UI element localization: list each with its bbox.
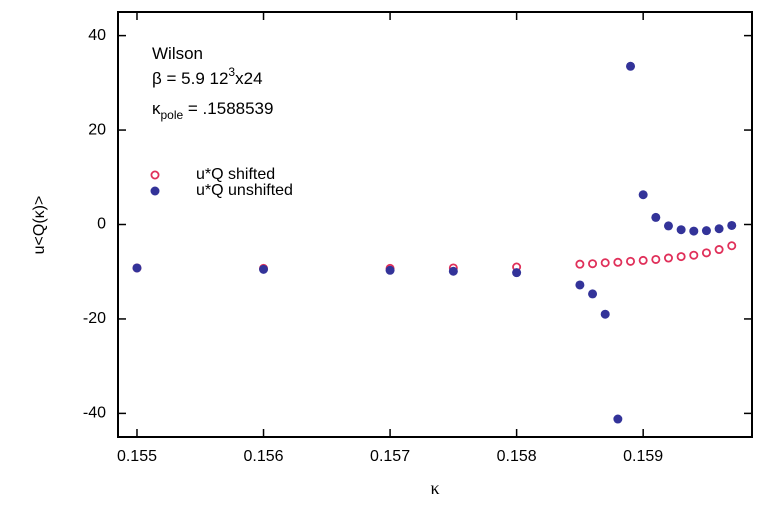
annotation: κpole = .1588539 — [152, 99, 273, 122]
x-tick-label: 0.156 — [244, 448, 284, 465]
point — [663, 221, 673, 231]
point — [613, 257, 623, 267]
y-axis-label: u<Q(κ)> — [31, 196, 48, 255]
point — [676, 225, 686, 235]
annotation-part: β = 5.9 12 — [152, 69, 228, 88]
point — [689, 250, 699, 260]
point — [259, 264, 269, 274]
point — [638, 255, 648, 265]
point — [626, 61, 636, 71]
legend-label: u*Q shifted — [196, 166, 275, 183]
annotation-part: κ — [152, 99, 161, 118]
y-tick-label: -40 — [83, 405, 106, 422]
y-tick-label: -20 — [83, 310, 106, 327]
legend-marker — [150, 186, 160, 196]
point — [689, 226, 699, 236]
point — [448, 266, 458, 276]
point — [638, 190, 648, 200]
x-tick-label: 0.155 — [117, 448, 157, 465]
x-tick-label: 0.157 — [370, 448, 410, 465]
annotation-part: 3 — [228, 65, 235, 79]
annotation: Wilson — [152, 44, 203, 63]
point — [676, 252, 686, 262]
point — [385, 265, 395, 275]
point — [727, 220, 737, 230]
point — [651, 254, 661, 264]
legend-marker — [150, 170, 160, 180]
point — [600, 258, 610, 268]
point — [727, 241, 737, 251]
point — [588, 259, 598, 269]
y-tick-label: 0 — [97, 216, 106, 233]
x-tick-label: 0.159 — [623, 448, 663, 465]
point — [714, 245, 724, 255]
point — [575, 280, 585, 290]
point — [575, 259, 585, 269]
y-tick-label: 40 — [88, 27, 106, 44]
annotation-part: Wilson — [152, 44, 203, 63]
point — [613, 414, 623, 424]
point — [512, 268, 522, 278]
point — [132, 263, 142, 273]
point — [600, 309, 610, 319]
point — [714, 224, 724, 234]
point — [663, 253, 673, 263]
legend-label: u*Q unshifted — [196, 182, 293, 199]
y-tick-label: 20 — [88, 121, 106, 138]
annotation-part: = .1588539 — [183, 99, 273, 118]
point — [588, 289, 598, 299]
point — [701, 226, 711, 236]
annotation-part: pole — [161, 108, 184, 122]
point — [701, 248, 711, 258]
x-axis-label: κ — [430, 478, 439, 498]
point — [651, 212, 661, 222]
x-tick-label: 0.158 — [497, 448, 537, 465]
annotation-part: x24 — [235, 69, 262, 88]
annotation: β = 5.9 123x24 — [152, 65, 263, 88]
point — [626, 256, 636, 266]
